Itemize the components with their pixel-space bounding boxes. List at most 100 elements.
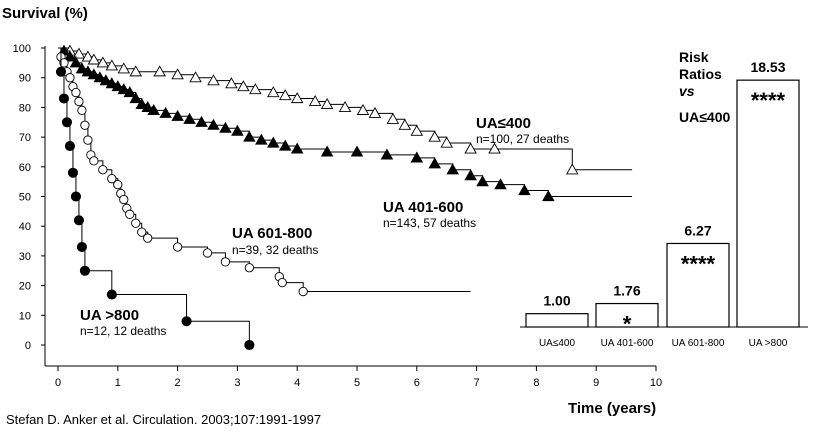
risk-bar <box>525 313 589 328</box>
data-point <box>308 95 322 107</box>
data-point <box>87 68 101 80</box>
series-note-ua-gt-800: n=12, 12 deaths <box>80 324 166 338</box>
data-point <box>488 142 501 154</box>
data-point <box>76 241 87 253</box>
data-point <box>518 184 531 196</box>
data-point <box>98 165 108 175</box>
data-point <box>74 96 84 107</box>
data-point <box>71 87 81 98</box>
data-point <box>123 86 137 98</box>
series-note-ua-le-400: n=100, 27 deaths <box>476 132 569 146</box>
data-point <box>59 58 69 68</box>
y-tick-label: 10 <box>19 310 31 322</box>
data-point <box>440 136 453 148</box>
data-point <box>219 121 232 133</box>
x-tick-label: 10 <box>650 377 662 389</box>
data-point <box>80 120 90 130</box>
risk-ratio-title: Risk Ratios vs UA≤400 <box>679 49 730 125</box>
series-name-ua-le-400: UA≤400 <box>476 115 531 132</box>
data-point <box>356 103 370 115</box>
series-name-ua-gt-800: UA >800 <box>80 307 139 324</box>
data-point <box>249 83 262 95</box>
data-point <box>172 242 183 252</box>
x-tick-label: 4 <box>294 377 300 389</box>
data-point <box>278 139 292 151</box>
rr-title-line-4: UA≤400 <box>679 109 730 125</box>
data-point <box>99 74 113 86</box>
data-point <box>106 289 117 300</box>
data-point <box>494 178 507 190</box>
data-point <box>65 73 75 83</box>
series-name-ua-601-800: UA 601-800 <box>232 225 312 242</box>
y-ticks: 0 10 20 30 40 50 60 70 80 90 100 <box>13 43 45 352</box>
data-point <box>202 248 213 258</box>
data-point <box>320 98 334 110</box>
data-point <box>129 65 143 77</box>
data-point <box>81 50 95 62</box>
data-point <box>87 53 101 65</box>
data-point <box>55 66 67 77</box>
data-point <box>105 59 119 71</box>
data-point <box>225 77 238 89</box>
data-point <box>231 124 244 136</box>
data-point <box>398 118 412 130</box>
bar-value-label: 1.76 <box>613 283 640 299</box>
data-point <box>125 209 135 219</box>
data-point <box>380 148 394 160</box>
data-point <box>72 47 86 59</box>
bar-value-label: 1.00 <box>543 293 570 309</box>
data-point <box>113 179 123 190</box>
y-tick-label: 0 <box>25 340 31 352</box>
label-ua-601-800: UA 601-800 n=39, 32 deaths <box>232 225 318 257</box>
y-tick-label: 90 <box>19 73 31 85</box>
data-point <box>81 65 95 77</box>
data-point <box>298 286 308 297</box>
data-point <box>446 163 459 175</box>
y-axis-title: Survival (%) <box>2 5 88 22</box>
x-tick-label: 0 <box>55 377 61 389</box>
risk-bar <box>595 302 659 328</box>
data-point <box>207 74 220 86</box>
data-point <box>117 62 131 74</box>
data-point <box>338 100 352 112</box>
data-point <box>290 92 304 104</box>
data-point <box>135 98 148 110</box>
bar-category-label: UA >800 <box>749 338 788 349</box>
data-point <box>183 112 196 124</box>
data-point <box>267 86 280 98</box>
x-tick-label: 5 <box>354 377 360 389</box>
data-point <box>111 80 125 92</box>
series-line-1 <box>58 47 633 197</box>
x-axis-title: Time (years) <box>568 400 656 417</box>
bar-significance: * <box>623 312 632 337</box>
data-point <box>79 265 90 276</box>
data-point <box>244 339 255 351</box>
x-tick-label: 8 <box>533 377 539 389</box>
data-point <box>73 215 84 226</box>
x-ticks: 0 1 2 3 4 5 6 7 8 9 10 <box>55 366 662 389</box>
label-ua-gt-800: UA >800 n=12, 12 deaths <box>80 307 166 338</box>
data-point <box>83 135 93 145</box>
data-point <box>64 140 76 152</box>
data-point <box>67 167 78 178</box>
rr-title-line-2: Ratios <box>679 66 722 82</box>
survival-curves <box>55 44 633 351</box>
bar-value-label: 18.53 <box>750 59 785 75</box>
series-note-ua-601-800: n=39, 32 deaths <box>232 243 318 257</box>
data-point <box>386 112 400 124</box>
bar-category-label: UA 401-600 <box>601 338 654 349</box>
data-point <box>566 163 579 175</box>
citation: Stefan D. Anker et al. Circulation. 2003… <box>6 412 322 427</box>
data-point <box>350 145 364 157</box>
data-point <box>159 106 172 118</box>
series-line-3 <box>58 47 250 345</box>
data-point <box>464 142 477 154</box>
data-point <box>243 130 256 142</box>
y-tick-label: 40 <box>19 221 31 233</box>
data-point <box>61 117 73 128</box>
data-point <box>131 218 141 228</box>
data-point <box>77 105 87 116</box>
data-point <box>129 92 143 104</box>
data-point <box>410 151 424 163</box>
